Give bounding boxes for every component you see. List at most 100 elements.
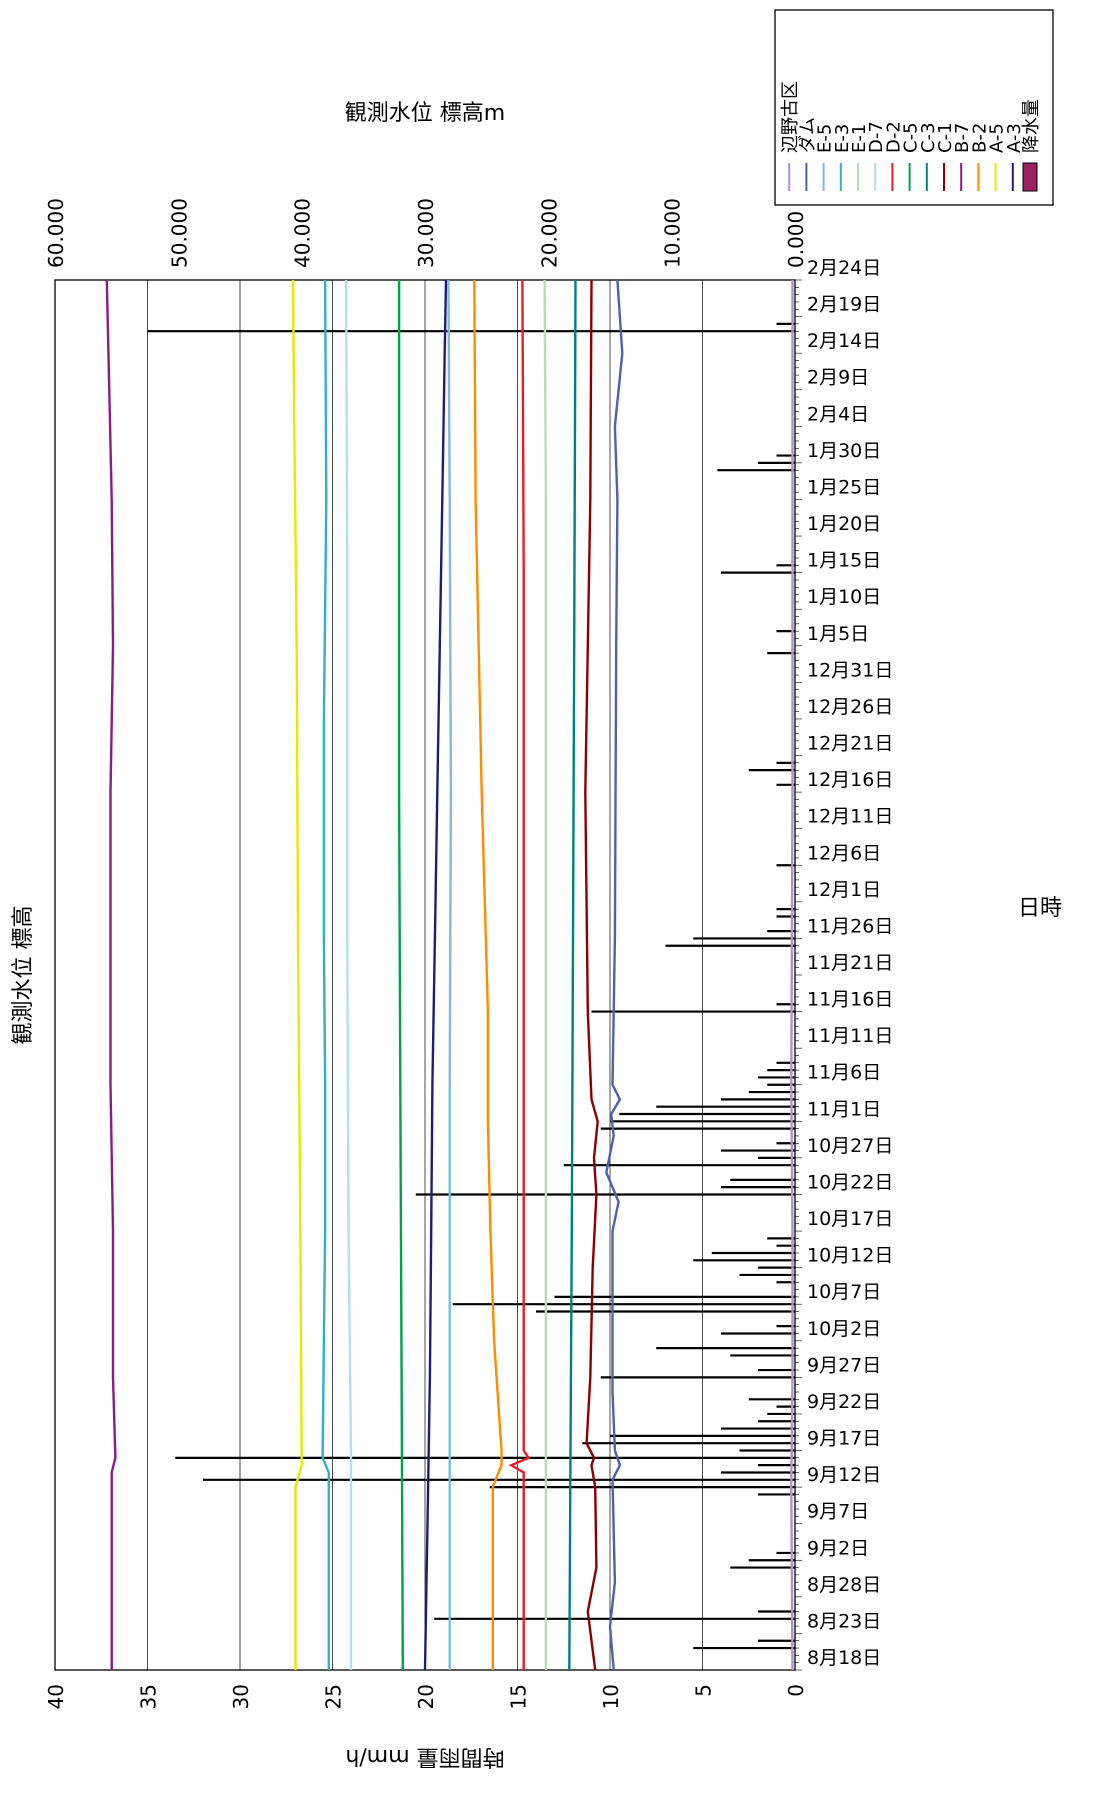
series-line-A-3 — [423, 279, 448, 1671]
x-tick-label-group: 1月15日 — [807, 550, 881, 572]
x-tick-label-group: 12月26日 — [807, 696, 893, 718]
x-tick-label-group: 9月27日 — [807, 1354, 881, 1376]
series-line-A-5 — [291, 279, 303, 1670]
series-line-辺野古区 — [790, 280, 794, 1671]
x-tick-label: 10月2日 — [807, 1318, 881, 1340]
x-tick-label: 2月14日 — [807, 330, 881, 352]
legend-label: 辺野古区 — [780, 81, 801, 153]
legend-label: E-5 — [815, 124, 836, 153]
x-tick-label: 12月21日 — [807, 733, 893, 755]
x-tick-label: 12月1日 — [807, 879, 881, 901]
grid — [147, 280, 703, 1670]
y-left-tick-label: 0 — [784, 1684, 808, 1697]
x-tick-label: 9月22日 — [807, 1391, 881, 1413]
x-tick-label: 1月10日 — [807, 586, 881, 608]
x-tick-label: 12月16日 — [807, 769, 893, 791]
series-line-E-3 — [321, 279, 330, 1670]
x-tick-label: 1月30日 — [807, 440, 881, 462]
x-tick-label-group: 1月30日 — [807, 440, 881, 462]
x-tick-label: 10月7日 — [807, 1281, 881, 1303]
x-tick-label-group: 10月7日 — [807, 1281, 881, 1303]
x-tick-label-group: 1月20日 — [807, 513, 881, 535]
x-tick-label: 8月18日 — [807, 1647, 881, 1669]
x-tick-label-group: 2月4日 — [807, 403, 869, 425]
x-tick-label: 11月6日 — [807, 1062, 881, 1084]
y-right-tick-label: 50.000 — [167, 198, 191, 268]
x-tick-label: 10月22日 — [807, 1171, 893, 1193]
x-tick-label-group: 12月21日 — [807, 733, 893, 755]
legend-swatch — [1022, 162, 1038, 192]
x-tick-label: 10月17日 — [807, 1208, 893, 1230]
x-tick-label: 11月21日 — [807, 952, 893, 974]
legend-label: E-3 — [832, 124, 853, 153]
x-tick-label-group: 1月5日 — [807, 623, 869, 645]
x-tick-label-group: 12月16日 — [807, 769, 893, 791]
x-tick-label-group: 9月2日 — [807, 1537, 869, 1559]
series-line-B-2 — [473, 279, 503, 1670]
y-right-tick-label: 0.000 — [784, 211, 808, 268]
y-left-tick-label: 30 — [229, 1684, 253, 1709]
legend-label: E-1 — [849, 124, 870, 153]
x-axis-label: 日時 — [1018, 896, 1062, 921]
x-tick-label-group: 10月27日 — [807, 1135, 893, 1157]
x-tick-label-group: 2月19日 — [807, 294, 881, 316]
legend-label: C-3 — [918, 122, 939, 153]
y-left-tick-label: 25 — [322, 1684, 346, 1709]
series-line-E-5 — [447, 279, 453, 1670]
series-line-C-5 — [397, 280, 404, 1671]
x-tick-label-group: 2月24日 — [807, 257, 881, 279]
x-tick-label-group: 1月10日 — [807, 586, 881, 608]
x-tick-label-group: 2月14日 — [807, 330, 881, 352]
x-axis: 8月18日 8月23日 8月28日 9月2日 9月7日 9月12日 9月17日 9月22日 9月… — [795, 257, 893, 1671]
x-tick-label: 9月7日 — [807, 1501, 869, 1523]
x-tick-label-group: 11月26日 — [807, 915, 893, 937]
x-tick-label-group: 12月11日 — [807, 806, 893, 828]
series-line-C-3 — [568, 279, 577, 1671]
x-tick-label: 11月26日 — [807, 915, 893, 937]
x-tick-label: 10月12日 — [807, 1245, 893, 1267]
x-tick-label: 1月15日 — [807, 550, 881, 572]
legend-label: C-1 — [935, 122, 956, 153]
x-tick-label-group: 12月31日 — [807, 659, 893, 681]
x-tick-label: 9月2日 — [807, 1537, 869, 1559]
x-tick-label-group: 9月22日 — [807, 1391, 881, 1413]
y-right-tick-label: 60.000 — [44, 198, 68, 268]
legend-label: ダム — [797, 117, 818, 153]
x-tick-label: 9月17日 — [807, 1428, 881, 1450]
legend-label: B-7 — [952, 123, 973, 153]
y-right-tick-label: 30.000 — [414, 198, 438, 268]
legend-box — [774, 9, 1054, 206]
x-tick-label: 12月31日 — [807, 659, 893, 681]
series-line-D-7 — [344, 279, 353, 1670]
x-tick-label: 9月12日 — [807, 1464, 881, 1486]
x-tick-label: 9月27日 — [807, 1354, 881, 1376]
legend-label: A-5 — [987, 123, 1008, 153]
x-tick-label-group: 10月12日 — [807, 1245, 893, 1267]
legend-label: D-7 — [866, 121, 887, 153]
legend-label: C-5 — [901, 122, 922, 153]
left-axis: 0 5 10 15 20 25 30 35 40 — [44, 1684, 808, 1709]
y-left-tick-label: 20 — [414, 1684, 438, 1709]
x-tick-label-group: 12月6日 — [807, 842, 881, 864]
x-tick-label-group: 9月12日 — [807, 1464, 881, 1486]
x-tick-label-group: 12月1日 — [807, 879, 881, 901]
x-tick-label-group: 2月9日 — [807, 367, 869, 389]
series-line-C-1 — [584, 279, 599, 1671]
y-left-tick-label: 15 — [507, 1684, 531, 1709]
x-tick-label-group: 8月28日 — [807, 1574, 881, 1596]
x-tick-label: 2月24日 — [807, 257, 881, 279]
x-tick-label: 10月27日 — [807, 1135, 893, 1157]
x-tick-label: 2月19日 — [807, 294, 881, 316]
x-tick-label-group: 1月25日 — [807, 476, 881, 498]
x-tick-label: 11月16日 — [807, 989, 893, 1011]
x-tick-label: 11月11日 — [807, 1025, 893, 1047]
right-axis: 0.000 10.000 20.000 30.000 40.000 50.000 60.00… — [44, 198, 808, 268]
x-tick-label: 11月1日 — [807, 1098, 881, 1120]
y-right-tick-label: 10.000 — [661, 198, 685, 268]
legend: 降水量A-3A-5B-2B-7C-1C-3C-5D-2D-7E-1E-3E-5ダ… — [774, 9, 1054, 206]
y-left-tick-label: 10 — [599, 1684, 623, 1709]
x-tick-label: 1月5日 — [807, 623, 869, 645]
chart-title: 観測水位 標高 — [11, 906, 36, 1045]
x-tick-label-group: 11月1日 — [807, 1098, 881, 1120]
